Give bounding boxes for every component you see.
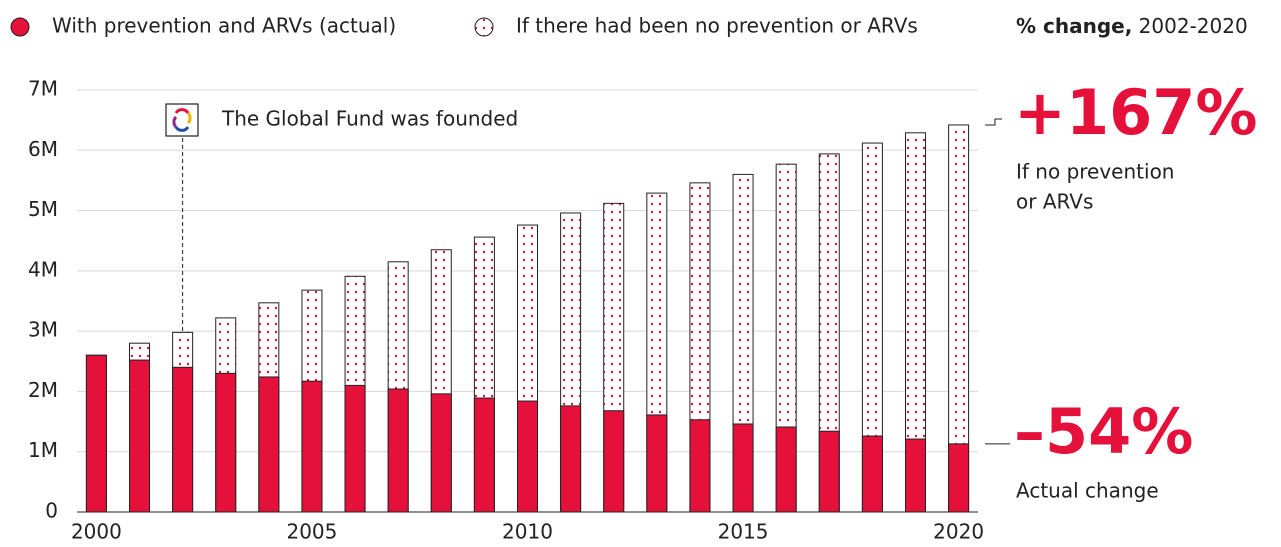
y-tick-label: 3M	[28, 318, 58, 342]
bar	[517, 400, 538, 513]
x-tick-label: 2000	[71, 520, 122, 544]
y-tick-label: 0	[45, 499, 58, 523]
bar	[775, 426, 797, 513]
bar	[473, 397, 495, 513]
change-title-bold: % change,	[1016, 14, 1132, 38]
y-tick-label: 7M	[28, 77, 58, 101]
bar	[387, 388, 409, 513]
change-value: –54%	[1014, 395, 1193, 468]
y-tick-label: 1M	[28, 438, 58, 462]
y-tick-label: 2M	[28, 378, 58, 402]
bar	[818, 430, 840, 513]
bar	[732, 423, 754, 513]
bar	[689, 419, 711, 513]
bar	[301, 380, 323, 513]
legend-swatch	[10, 17, 30, 37]
y-tick-label: 5M	[28, 197, 58, 221]
x-tick-label: 2015	[718, 520, 769, 544]
y-tick-label: 6M	[28, 137, 58, 161]
change-title-rest: 2002-2020	[1139, 14, 1248, 38]
x-tick-label: 2010	[502, 520, 553, 544]
bar	[129, 359, 151, 513]
change-note: If no prevention	[1016, 159, 1174, 183]
connector	[985, 118, 1002, 126]
change-title: % change, 2002-2020	[1016, 14, 1248, 38]
bar	[948, 443, 970, 513]
bar	[646, 414, 668, 513]
bar	[560, 405, 582, 513]
bar	[904, 438, 926, 513]
legend-label: If there had been no prevention or ARVs	[516, 14, 918, 38]
x-tick-label: 2020	[933, 520, 984, 544]
bar	[603, 410, 625, 513]
annotation: The Global Fund was founded	[221, 107, 518, 131]
bar	[861, 435, 883, 513]
x-tick-label: 2005	[286, 520, 337, 544]
bar	[215, 372, 237, 513]
bar	[430, 393, 452, 513]
bar	[172, 366, 194, 513]
logo	[165, 103, 199, 137]
bar	[258, 376, 280, 513]
change-value: +167%	[1014, 76, 1258, 149]
bar	[85, 354, 107, 513]
legend-swatch	[474, 17, 494, 37]
bar	[344, 384, 366, 513]
legend-label: With prevention and ARVs (actual)	[52, 14, 396, 38]
y-tick-label: 4M	[28, 257, 58, 281]
change-note: Actual change	[1016, 478, 1159, 502]
change-note: or ARVs	[1016, 189, 1093, 213]
